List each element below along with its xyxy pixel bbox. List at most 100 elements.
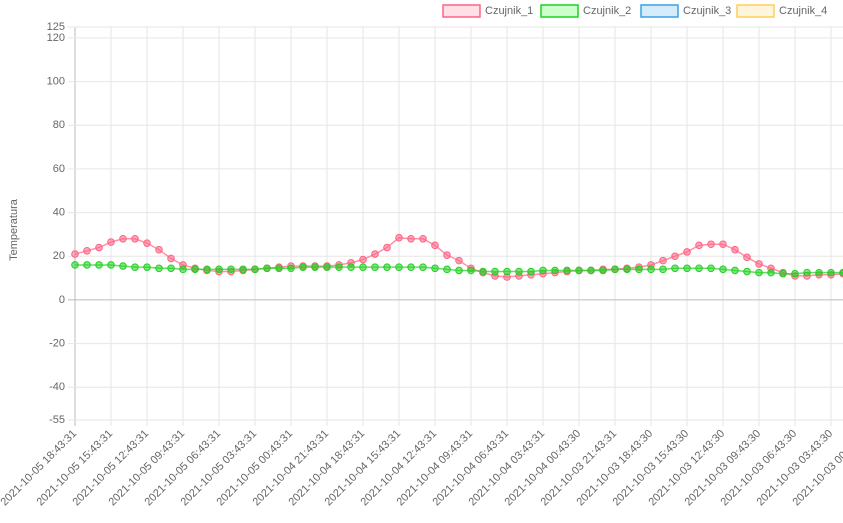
y-tick-label: 60 — [53, 163, 65, 175]
y-tick-label: 0 — [59, 294, 65, 306]
data-point — [395, 263, 403, 271]
data-point — [119, 234, 127, 243]
data-point — [803, 268, 811, 277]
data-point — [707, 264, 715, 273]
legend-label: Czujnik_2 — [583, 5, 631, 17]
data-point — [275, 264, 283, 273]
data-point — [683, 264, 691, 273]
legend-swatch — [442, 4, 481, 18]
data-point — [263, 264, 271, 273]
data-point — [575, 266, 583, 275]
data-point — [503, 267, 511, 276]
data-point — [779, 269, 787, 278]
data-point — [95, 243, 103, 252]
data-point — [155, 245, 163, 254]
y-tick-label: 125 — [47, 21, 65, 33]
y-tick-label: 120 — [47, 32, 65, 44]
data-point — [107, 261, 115, 269]
data-point — [419, 263, 427, 271]
data-point — [551, 266, 559, 275]
data-point — [143, 263, 151, 271]
legend-label: Czujnik_1 — [485, 5, 533, 17]
data-point — [215, 265, 223, 274]
data-point — [407, 234, 415, 243]
data-point — [371, 263, 379, 271]
data-point — [743, 267, 751, 276]
data-point — [467, 266, 475, 275]
legend-label: Czujnik_4 — [779, 5, 827, 17]
data-point — [815, 268, 823, 277]
data-point — [731, 245, 739, 254]
data-point — [671, 252, 679, 261]
data-point — [659, 265, 667, 274]
data-point — [383, 243, 391, 252]
data-point — [599, 266, 607, 275]
data-point — [539, 266, 547, 275]
data-point — [623, 265, 631, 274]
data-point — [311, 263, 319, 271]
data-point — [83, 246, 91, 255]
data-point — [383, 263, 391, 271]
data-point — [719, 240, 727, 249]
data-point — [335, 263, 343, 271]
data-point — [131, 263, 139, 271]
y-tick-label: 80 — [53, 119, 65, 131]
data-point — [479, 267, 487, 276]
data-point — [143, 239, 151, 247]
data-point — [443, 251, 451, 259]
data-point — [767, 268, 775, 277]
data-point — [95, 261, 103, 269]
data-point — [239, 265, 247, 274]
legend-swatch — [736, 4, 775, 18]
data-point — [407, 263, 415, 271]
data-point — [647, 265, 655, 274]
data-point — [827, 268, 835, 277]
data-point — [431, 241, 439, 250]
data-point — [683, 248, 691, 256]
data-point — [155, 264, 163, 273]
data-point — [563, 266, 571, 275]
data-point — [371, 250, 379, 258]
data-point — [323, 263, 331, 271]
data-point — [455, 266, 463, 275]
data-point — [71, 250, 79, 258]
y-axis-title: Temperatura — [8, 198, 20, 261]
data-point — [191, 265, 199, 274]
data-point — [527, 267, 535, 276]
legend-swatch — [640, 4, 679, 18]
data-point — [167, 254, 175, 263]
data-point — [203, 265, 211, 274]
data-point — [731, 266, 739, 275]
data-point — [635, 265, 643, 274]
data-point — [347, 263, 355, 271]
data-point — [227, 265, 235, 274]
data-point — [431, 264, 439, 273]
y-tick-label: 100 — [47, 75, 65, 87]
data-point — [119, 262, 127, 270]
data-point — [839, 268, 843, 277]
y-tick-label: -40 — [49, 381, 65, 393]
data-point — [755, 268, 763, 277]
data-point — [395, 233, 403, 242]
y-tick-label: 20 — [53, 250, 65, 262]
data-point — [359, 255, 367, 264]
y-tick-label: -20 — [49, 337, 65, 349]
data-point — [515, 267, 523, 276]
data-point — [179, 265, 187, 274]
data-point — [587, 266, 595, 275]
data-point — [167, 264, 175, 273]
y-tick-label: -55 — [49, 414, 65, 426]
data-point — [455, 256, 463, 265]
data-point — [695, 264, 703, 273]
data-point — [83, 261, 91, 269]
y-tick-label: 40 — [53, 206, 65, 218]
data-point — [299, 263, 307, 271]
data-point — [131, 234, 139, 243]
data-point — [251, 265, 259, 274]
data-point — [71, 261, 79, 269]
data-point — [287, 264, 295, 273]
legend-label: Czujnik_3 — [683, 5, 731, 17]
data-point — [791, 269, 799, 278]
